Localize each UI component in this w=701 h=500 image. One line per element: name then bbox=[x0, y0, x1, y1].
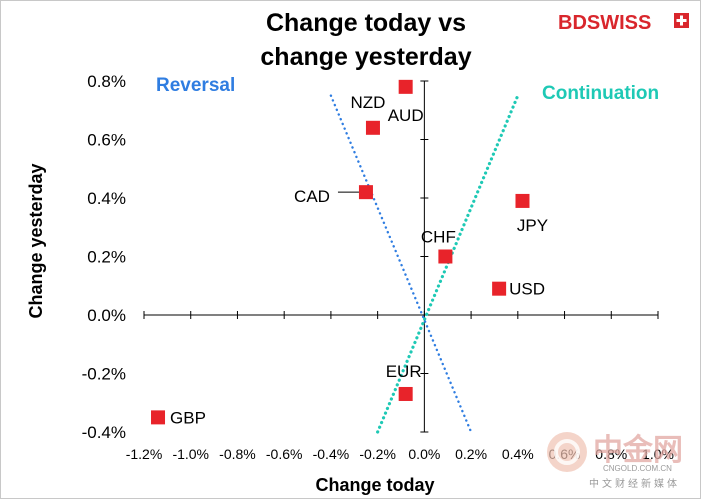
cngold-watermark: 中金网 CNGOLD.COM.CN 中文财经新媒体 bbox=[547, 432, 683, 490]
x-axis-title: Change today bbox=[315, 475, 434, 495]
y-axis-title: Change yesterday bbox=[26, 163, 46, 318]
point-label-usd: USD bbox=[509, 280, 545, 299]
guide-lines bbox=[329, 94, 520, 434]
watermark-text: 中金网 bbox=[593, 433, 683, 468]
continuation-guide-line bbox=[376, 94, 520, 434]
y-tick-label-4: 0.0% bbox=[87, 306, 126, 325]
swiss-cross-horizontal bbox=[676, 19, 687, 22]
x-tick-label-2: -0.8% bbox=[219, 446, 256, 462]
brand-swiss: SWISS bbox=[587, 12, 651, 34]
point-eur bbox=[398, 386, 413, 401]
x-tick-label-11: 1.0% bbox=[642, 446, 674, 462]
point-label-nzd: NZD bbox=[350, 93, 385, 112]
y-axis-tick-labels: 0.8% 0.6% 0.4% 0.2% 0.0% -0.2% -0.4% bbox=[82, 72, 126, 442]
data-points bbox=[151, 79, 530, 425]
x-tick-label-10: 0.8% bbox=[595, 446, 627, 462]
point-aud bbox=[398, 79, 413, 94]
point-jpy bbox=[515, 193, 530, 208]
y-tick-label-3: 0.2% bbox=[87, 248, 126, 267]
reversal-guide-line bbox=[329, 94, 473, 434]
point-label-gbp: GBP bbox=[170, 408, 206, 427]
point-label-chf: CHF bbox=[421, 228, 456, 247]
continuation-annotation: Continuation bbox=[542, 83, 659, 104]
point-chf bbox=[438, 249, 453, 264]
point-label-jpy: JPY bbox=[517, 216, 548, 235]
point-nzd bbox=[365, 120, 380, 135]
x-axis-tick-labels: -1.2% -1.0% -0.8% -0.6% -0.4% -0.2% 0.0% 0.2% 0.… bbox=[126, 446, 674, 462]
x-tick-label-7: 0.2% bbox=[455, 446, 487, 462]
reversal-annotation: Reversal bbox=[156, 75, 235, 96]
bdswiss-logo: BDSWISS bbox=[558, 12, 689, 34]
x-tick-label-3: -0.6% bbox=[266, 446, 303, 462]
y-tick-label-2: 0.4% bbox=[87, 189, 126, 208]
chart-title-line-1: Change today vs bbox=[266, 9, 466, 37]
y-tick-label-6: -0.4% bbox=[82, 423, 126, 442]
watermark-logo-ring bbox=[554, 439, 580, 465]
brand-logo-text: BDSWISS bbox=[558, 12, 651, 34]
point-label-cad: CAD bbox=[294, 187, 330, 206]
x-tick-label-5: -0.2% bbox=[359, 446, 396, 462]
point-gbp bbox=[151, 410, 166, 425]
brand-bd: BD bbox=[558, 12, 587, 34]
y-tick-label-5: -0.2% bbox=[82, 365, 126, 384]
x-tick-label-1: -1.0% bbox=[172, 446, 209, 462]
watermark-logo-icon bbox=[547, 432, 587, 472]
watermark-url: CNGOLD.COM.CN bbox=[603, 464, 672, 473]
point-label-eur: EUR bbox=[386, 362, 422, 381]
point-cad bbox=[358, 185, 373, 200]
x-tick-label-0: -1.2% bbox=[126, 446, 163, 462]
y-tick-label-1: 0.6% bbox=[87, 131, 126, 150]
point-usd bbox=[492, 281, 507, 296]
x-tick-label-8: 0.4% bbox=[502, 446, 534, 462]
watermark-tagline: 中文财经新媒体 bbox=[589, 477, 680, 490]
x-axis-tick-marks bbox=[143, 311, 659, 319]
point-label-aud: AUD bbox=[388, 106, 424, 125]
y-axis-tick-marks bbox=[420, 80, 429, 433]
axes bbox=[143, 80, 659, 433]
x-tick-label-4: -0.4% bbox=[313, 446, 350, 462]
y-tick-label-0: 0.8% bbox=[87, 72, 126, 91]
chart-title-line-2: change yesterday bbox=[260, 43, 471, 71]
x-tick-label-6: 0.0% bbox=[408, 446, 440, 462]
